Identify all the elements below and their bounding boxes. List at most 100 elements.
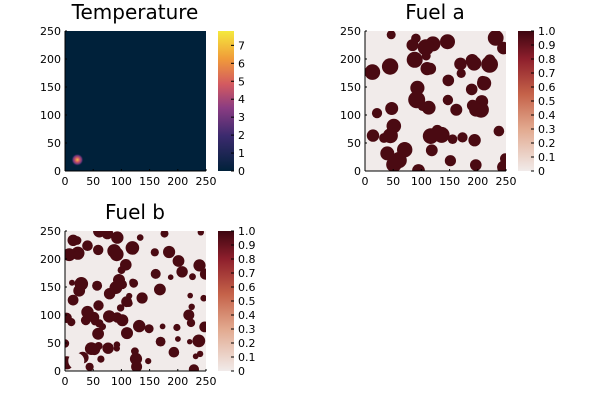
y-tick-label: 200 xyxy=(340,53,361,66)
fuel-blob xyxy=(386,156,402,171)
x-tick-label: 200 xyxy=(167,175,188,188)
fuel-blob xyxy=(456,68,466,78)
fuel-blob xyxy=(457,132,468,143)
x-tick-label: 250 xyxy=(196,375,217,388)
y-tick-label: 100 xyxy=(40,309,61,322)
colorbar-tick-label: 2 xyxy=(238,129,245,142)
colorbar-tick-label: 0.3 xyxy=(238,323,256,336)
fuel-blob xyxy=(187,339,193,345)
fuel-blob xyxy=(410,80,425,95)
fuel-blob xyxy=(406,51,423,68)
fuel-blob xyxy=(466,99,479,112)
colorbar-tick-label: 0 xyxy=(538,165,545,178)
fuel-blob xyxy=(85,362,94,371)
x-axis: 0 50 100 150 200 250 xyxy=(62,169,217,188)
colorbar-tick-label: 3 xyxy=(238,111,245,124)
y-tick-label: 250 xyxy=(340,25,361,38)
chart-fuel-b: Fuel b 0 50 100 150 200 250 0 50 100 150 200 250 0… xyxy=(40,200,256,388)
fuel-blob xyxy=(160,231,169,238)
fuel-blob xyxy=(188,364,199,371)
x-axis: 0 50 100 150 200 250 xyxy=(362,169,517,188)
fuel-blob xyxy=(192,334,206,348)
fuel-blob xyxy=(422,128,439,145)
colorbar-tick-label: 0.9 xyxy=(538,39,556,52)
chart-title: Temperature xyxy=(71,0,199,24)
fuel-blob xyxy=(111,231,124,244)
x-tick-label: 200 xyxy=(467,175,488,188)
fuel-blob xyxy=(440,34,455,50)
fuel-blob xyxy=(116,314,129,327)
fuel-blob xyxy=(125,299,133,308)
colorbar-tick-label: 1 xyxy=(238,147,245,160)
x-tick-label: 100 xyxy=(111,375,132,388)
fuel-blob xyxy=(92,327,104,340)
fuel-blob xyxy=(97,355,105,363)
y-tick-label: 50 xyxy=(347,137,361,150)
fuel-blob xyxy=(99,323,106,331)
colorbar-tick-label: 0 xyxy=(238,165,245,178)
colorbar-tick-label: 1.0 xyxy=(538,25,556,38)
y-tick-label: 100 xyxy=(340,109,361,122)
x-tick-label: 0 xyxy=(362,175,369,188)
colorbar: 00.10.20.30.40.50.60.70.80.91.0 xyxy=(218,225,256,378)
fuel-blob xyxy=(150,268,161,279)
fuel-blob xyxy=(67,234,79,246)
fuel-blob xyxy=(65,248,76,262)
fuel-blob xyxy=(193,259,206,272)
fuel-blob xyxy=(442,94,454,106)
fuel-blob xyxy=(94,342,103,350)
fuel-blob xyxy=(424,62,437,75)
x-tick-label: 250 xyxy=(496,175,517,188)
fuel-blob xyxy=(454,57,467,71)
fuel-blob xyxy=(386,31,396,40)
fuel-blob xyxy=(477,76,492,91)
fuel-blob xyxy=(493,125,505,137)
fuel-blob xyxy=(425,144,438,157)
fuel-blob xyxy=(113,274,125,286)
fuel-blob xyxy=(196,350,204,358)
fuel-blob xyxy=(120,259,132,271)
fuel-blob xyxy=(74,277,89,291)
colorbar-tick-label: 5 xyxy=(238,75,245,88)
y-axis: 0 50 100 150 200 250 xyxy=(340,25,367,178)
colorbar-tick-label: 0.5 xyxy=(538,95,556,108)
colorbar-tick-label: 6 xyxy=(238,57,245,70)
x-tick-label: 150 xyxy=(439,175,460,188)
fuel-blob xyxy=(103,310,116,323)
fuel-blob xyxy=(450,103,463,116)
fuel-blob xyxy=(81,305,94,319)
fuel-blob xyxy=(499,159,506,169)
colorbar-gradient xyxy=(218,231,234,371)
x-tick-label: 100 xyxy=(411,175,432,188)
fuel-blob xyxy=(116,304,125,312)
fuel-blob xyxy=(200,294,206,302)
fuel-blob xyxy=(93,244,104,256)
colorbar-tick-label: 0.6 xyxy=(538,81,556,94)
fuel-blob xyxy=(159,323,166,330)
colorbar-tick-label: 0.7 xyxy=(238,267,256,280)
fuel-blob xyxy=(101,231,114,240)
fuel-blob xyxy=(82,240,93,251)
colorbar: 0 1 2 3 4 5 6 7 xyxy=(218,31,245,178)
colorbar-tick-label: 0.4 xyxy=(538,109,556,122)
colorbar-tick-label: 0 xyxy=(238,365,245,378)
x-axis: 0 50 100 150 200 250 xyxy=(62,369,217,388)
y-tick-label: 50 xyxy=(47,337,61,350)
y-tick-label: 50 xyxy=(47,137,61,150)
fuel-blob xyxy=(133,319,146,333)
fuel-blob xyxy=(163,245,176,259)
fuel-blob xyxy=(197,231,204,236)
fuel-blob xyxy=(199,321,206,333)
fuel-blob xyxy=(102,342,114,354)
fuel-blob xyxy=(186,318,196,328)
fuel-blob xyxy=(470,159,482,171)
fuel-blob xyxy=(168,346,180,358)
fuel-blob xyxy=(144,324,154,334)
fuel-blob xyxy=(73,251,81,258)
fuel-blob xyxy=(175,336,181,342)
y-tick-label: 250 xyxy=(40,225,61,238)
x-tick-label: 150 xyxy=(139,375,160,388)
fuel-blob xyxy=(417,39,434,56)
fuel-blob xyxy=(481,56,498,73)
fuel-blob xyxy=(385,102,399,115)
